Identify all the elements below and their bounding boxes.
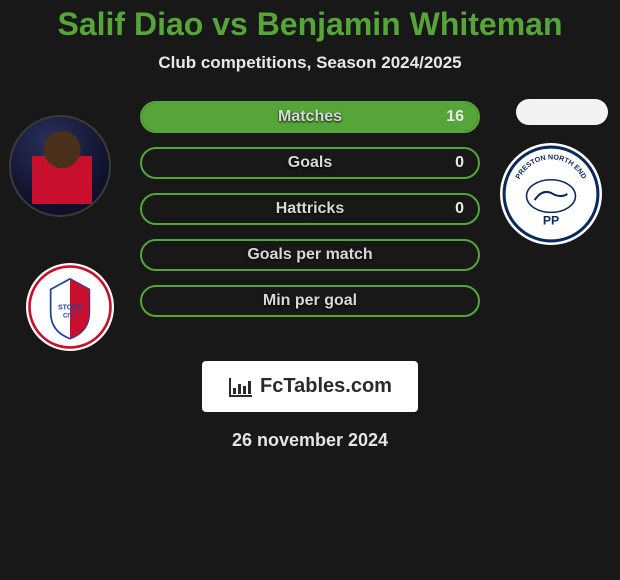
svg-text:CITY: CITY xyxy=(63,313,77,320)
stat-label: Matches xyxy=(142,103,478,131)
stat-label: Goals per match xyxy=(142,241,478,269)
comparison-zone: STOKE CITY PRESTON NORTH END PP Matches1… xyxy=(0,95,620,355)
stat-row: Min per goal xyxy=(140,285,480,317)
brand-badge: FcTables.com xyxy=(202,361,418,412)
chart-icon xyxy=(228,376,254,398)
stat-row: Goals0 xyxy=(140,147,480,179)
subtitle: Club competitions, Season 2024/2025 xyxy=(0,53,620,73)
stat-label: Min per goal xyxy=(142,287,478,315)
vs-separator: vs xyxy=(212,6,248,42)
stats-container: Matches16Goals0Hattricks0Goals per match… xyxy=(140,101,480,331)
svg-text:STOKE: STOKE xyxy=(58,305,82,312)
comparison-title: Salif Diao vs Benjamin Whiteman xyxy=(0,6,620,43)
date-text: 26 november 2024 xyxy=(0,430,620,451)
player1-avatar xyxy=(9,115,111,217)
svg-text:PP: PP xyxy=(543,214,559,228)
stat-label: Hattricks xyxy=(142,195,478,223)
stat-row: Matches16 xyxy=(140,101,480,133)
stat-row: Hattricks0 xyxy=(140,193,480,225)
stat-value-right: 16 xyxy=(446,103,464,131)
stat-row: Goals per match xyxy=(140,239,480,271)
player2-name: Benjamin Whiteman xyxy=(257,6,563,42)
stat-value-right: 0 xyxy=(455,195,464,223)
player1-club-badge: STOKE CITY xyxy=(26,263,114,351)
player2-club-badge: PRESTON NORTH END PP xyxy=(500,143,602,245)
brand-text: FcTables.com xyxy=(260,375,392,398)
stat-label: Goals xyxy=(142,149,478,177)
stat-value-right: 0 xyxy=(455,149,464,177)
player2-avatar xyxy=(516,99,608,125)
player1-name: Salif Diao xyxy=(58,6,204,42)
